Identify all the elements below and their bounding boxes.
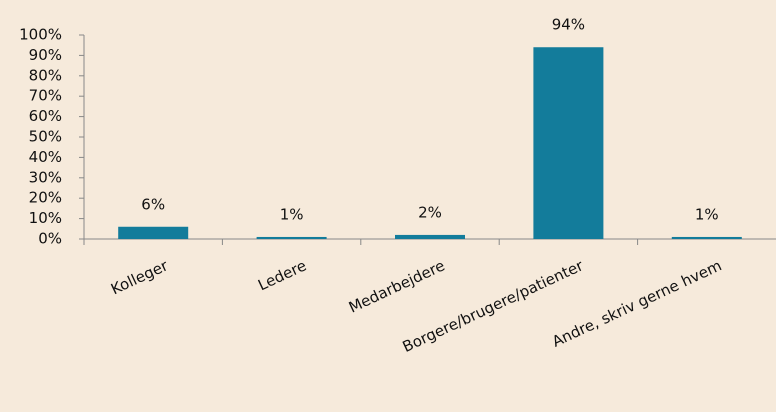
value-label: 94% [552, 16, 585, 34]
bar [118, 226, 189, 239]
y-tick-label: 30% [29, 168, 62, 186]
y-tick-label: 90% [29, 46, 62, 64]
y-tick-label: 40% [29, 148, 62, 166]
y-tick-label: 50% [29, 128, 62, 146]
y-tick-label: 10% [29, 209, 62, 227]
bar [671, 236, 742, 239]
y-tick-label: 0% [38, 230, 62, 248]
x-tick-label: Medarbejdere [346, 256, 448, 316]
y-tick-label: 80% [29, 66, 62, 84]
x-tick-label: Kolleger [108, 256, 171, 298]
value-label: 1% [280, 205, 304, 223]
y-tick-label: 60% [29, 107, 62, 125]
y-tick-label: 20% [29, 189, 62, 207]
value-label: 1% [695, 205, 719, 223]
y-tick-label: 100% [19, 26, 62, 44]
bar [256, 236, 327, 239]
bar [395, 234, 465, 239]
x-tick-label: Ledere [255, 256, 309, 294]
bar [533, 47, 604, 239]
value-label: 6% [141, 195, 165, 213]
value-label: 2% [418, 203, 442, 221]
y-tick-label: 70% [29, 87, 62, 105]
